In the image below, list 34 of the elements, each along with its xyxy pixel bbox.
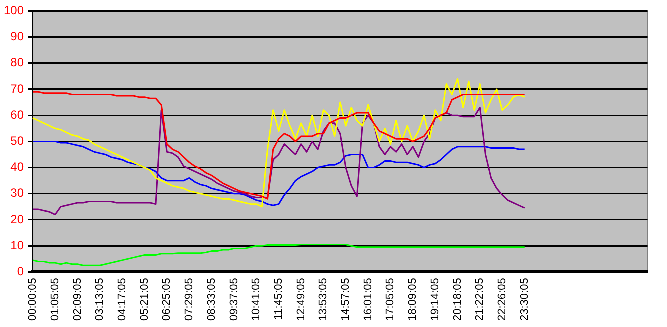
- x-tick-label: 17:05:05: [384, 278, 397, 322]
- x-tick-label: 07:29:05: [184, 278, 196, 322]
- y-tick-label: 80: [10, 56, 24, 70]
- x-tick-label: 22:26:05: [496, 278, 509, 322]
- x-tick-label: 02:09:05: [72, 278, 84, 322]
- y-tick-label: 40: [10, 160, 24, 174]
- x-tick-label: 16:01:05: [362, 278, 374, 322]
- y-tick-label: 60: [10, 108, 24, 122]
- x-tick-label: 20:18:05: [452, 278, 464, 322]
- y-tick-label: 100: [4, 4, 24, 18]
- x-tick-label: 08:33:05: [206, 278, 218, 322]
- x-tick-label: 09:37:05: [228, 278, 240, 322]
- x-tick-label: 19:14:05: [429, 278, 442, 322]
- x-tick-label: 00:00:05: [27, 278, 40, 322]
- x-tick-label: 04:17:05: [116, 278, 128, 322]
- x-tick-label: 23:30:05: [518, 278, 531, 322]
- x-tick-label: 06:25:05: [161, 278, 174, 322]
- x-tick-label: 10:41:05: [250, 278, 263, 322]
- y-tick-label: 30: [10, 186, 24, 200]
- y-tick-label: 0: [17, 264, 24, 278]
- x-tick-label: 21:22:05: [474, 278, 486, 322]
- y-tick-label: 10: [10, 238, 24, 252]
- y-tick-label: 20: [10, 212, 24, 226]
- x-tick-label: 14:57:05: [340, 278, 352, 322]
- x-tick-label: 05:21:05: [138, 278, 151, 322]
- x-tick-label: 01:05:05: [49, 278, 62, 322]
- x-tick-label: 03:13:05: [94, 278, 106, 322]
- y-tick-label: 70: [10, 82, 24, 96]
- x-tick-label: 13:53:05: [318, 278, 330, 322]
- x-tick-label: 12:49:05: [295, 278, 308, 322]
- x-tick-label: 18:09:05: [407, 278, 420, 322]
- x-tick-label: 11:45:05: [272, 278, 285, 320]
- y-tick-label: 50: [10, 134, 24, 148]
- y-tick-label: 90: [10, 30, 24, 44]
